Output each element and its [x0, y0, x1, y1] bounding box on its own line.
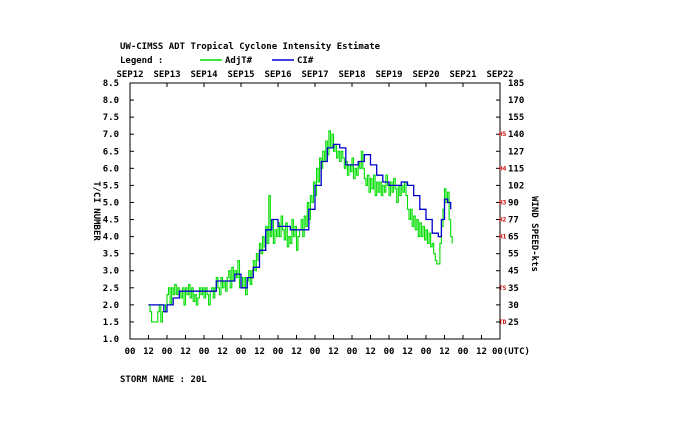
left-tick-label: 5.5 [103, 181, 119, 191]
bottom-hour-tick: 12 [291, 347, 302, 357]
category-mark: H4 [499, 165, 507, 172]
series-line-ci [148, 143, 452, 313]
bottom-hour-tick: 12 [328, 347, 339, 357]
bottom-hour-tick: 12 [217, 347, 228, 357]
top-date-tick: SEP19 [375, 70, 402, 80]
bottom-hour-tick: 00(UTC) [492, 347, 530, 357]
bottom-hour-tick: 00 [347, 347, 358, 357]
bottom-hour-tick: 00 [236, 347, 247, 357]
top-date-tick: SEP13 [153, 70, 180, 80]
left-tick-label: 2.0 [103, 301, 119, 311]
top-date-tick: SEP15 [227, 70, 254, 80]
bottom-hour-tick: 00 [310, 347, 321, 357]
bottom-hour-tick: 12 [180, 347, 191, 357]
right-tick-label: 185 [508, 79, 524, 89]
category-mark: TS [499, 285, 507, 292]
left-tick-label: 7.0 [103, 130, 119, 140]
right-tick-label: 65 [508, 233, 519, 243]
right-tick-label: 127 [508, 147, 524, 157]
category-mark: H3 [499, 199, 507, 206]
right-tick-label: 115 [508, 164, 524, 174]
bottom-hour-tick: 12 [365, 347, 376, 357]
left-tick-label: 8.0 [103, 96, 119, 106]
left-tick-label: 7.5 [103, 113, 119, 123]
legend-entry-ci: CI# [297, 56, 314, 66]
right-tick-label: 77 [508, 216, 519, 226]
right-axis-label: WIND SPEED-kts [529, 196, 539, 272]
bottom-hour-tick: 00 [162, 347, 173, 357]
storm-name: STORM NAME : 20L [120, 375, 207, 385]
top-date-tick: SEP14 [190, 70, 218, 80]
category-mark: H5 [499, 131, 507, 138]
bottom-hour-tick: 12 [143, 347, 154, 357]
left-tick-label: 6.0 [103, 164, 119, 174]
top-date-tick: SEP12 [116, 70, 143, 80]
bottom-hour-tick: 00 [125, 347, 136, 357]
right-tick-label: 30 [508, 301, 519, 311]
left-tick-label: 4.5 [103, 216, 119, 226]
category-mark: H1 [499, 234, 507, 241]
left-tick-label: 6.5 [103, 147, 119, 157]
left-tick-label: 1.5 [103, 318, 119, 328]
left-tick-label: 4.0 [103, 233, 119, 243]
series-line-adjt [148, 130, 453, 323]
right-tick-label: 170 [508, 96, 524, 106]
category-mark: H2 [499, 217, 507, 224]
category-mark: TD [499, 319, 507, 326]
left-axis-label: T/CI NUMBER [91, 181, 101, 241]
bottom-hour-tick: 00 [384, 347, 395, 357]
right-tick-label: 90 [508, 198, 519, 208]
right-tick-label: 45 [508, 267, 519, 277]
top-date-tick: SEP18 [338, 70, 365, 80]
legend-entry-adjt: AdjT# [225, 55, 253, 66]
bottom-hour-tick: 12 [476, 347, 487, 357]
bottom-hour-tick: 00 [458, 347, 469, 357]
right-tick-label: 25 [508, 318, 519, 328]
bottom-hour-tick: 00 [199, 347, 210, 357]
left-tick-label: 8.5 [103, 79, 119, 89]
right-tick-label: 55 [508, 250, 519, 260]
bottom-hour-tick: 00 [421, 347, 432, 357]
legend-label: Legend : [120, 56, 163, 66]
left-tick-label: 2.5 [103, 284, 119, 294]
left-tick-label: 3.5 [103, 250, 119, 260]
right-tick-label: 35 [508, 284, 519, 294]
right-tick-label: 155 [508, 113, 524, 123]
top-date-tick: SEP21 [449, 70, 476, 80]
bottom-hour-tick: 12 [439, 347, 450, 357]
bottom-hour-tick: 00 [273, 347, 284, 357]
top-date-tick: SEP22 [486, 70, 513, 80]
top-date-tick: SEP20 [412, 70, 439, 80]
bottom-hour-tick: 12 [254, 347, 265, 357]
right-tick-label: 140 [508, 130, 524, 140]
chart-title: UW-CIMSS ADT Tropical Cyclone Intensity … [120, 41, 381, 52]
top-date-tick: SEP16 [264, 70, 291, 80]
bottom-hour-tick: 12 [402, 347, 413, 357]
top-date-tick: SEP17 [301, 70, 328, 80]
right-tick-label: 102 [508, 181, 524, 191]
left-tick-label: 5.0 [103, 198, 119, 208]
left-tick-label: 1.0 [103, 335, 119, 345]
left-tick-label: 3.0 [103, 267, 119, 277]
